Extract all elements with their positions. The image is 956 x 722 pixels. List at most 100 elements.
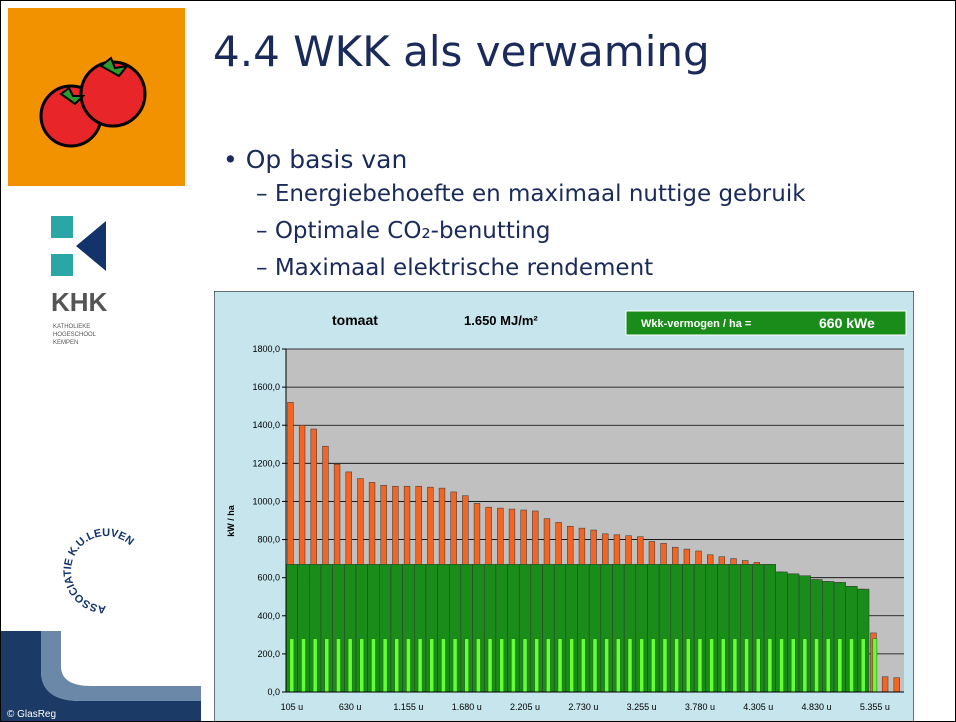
- x-tick-label: 2.730 u: [568, 702, 598, 712]
- bar: [593, 639, 597, 692]
- slide-title: 4.4 WKK als verwaming: [213, 27, 710, 76]
- sub-bullet-text: Energiebehoefte en maximaal nuttige gebr…: [275, 181, 806, 207]
- bar: [290, 639, 294, 692]
- kul-logo: ASSOCIATIE K.U.LEUVEN: [61, 526, 151, 616]
- bar: [686, 639, 690, 692]
- bar: [861, 639, 865, 692]
- bar: [826, 639, 830, 692]
- bar: [546, 639, 550, 692]
- bar: [348, 639, 352, 692]
- bar: [849, 639, 853, 692]
- annotation: Wkk-vermogen / ha =: [641, 318, 751, 330]
- x-tick-label: 4.830 u: [802, 702, 832, 712]
- kul-text-path: ASSOCIATIE K.U.LEUVEN: [62, 527, 136, 615]
- bar: [675, 639, 679, 692]
- tomato-icon: [31, 56, 161, 156]
- bar: [605, 639, 609, 692]
- bar: [371, 639, 375, 692]
- bar: [882, 677, 888, 692]
- bar: [418, 639, 422, 692]
- sub-bullet: – Energiebehoefte en maximaal nuttige ge…: [256, 181, 806, 207]
- y-axis-label: kW / ha: [226, 504, 236, 536]
- x-tick-label: 1.680 u: [452, 702, 482, 712]
- x-tick-label: 3.255 u: [627, 702, 657, 712]
- x-tick-label: 5.355 u: [860, 702, 890, 712]
- bar: [803, 639, 807, 692]
- x-tick-label: 3.780 u: [685, 702, 715, 712]
- bar: [838, 639, 842, 692]
- annotation-value: 660 kWe: [819, 315, 875, 331]
- khk-subtext: KATHOLIEKE: [53, 324, 90, 330]
- x-tick-label: 4.305 u: [743, 702, 773, 712]
- chart: tomaat 1.650 MJ/m² Wkk-vermogen / ha = 6…: [214, 291, 914, 722]
- y-tick-label: 0,0: [267, 687, 280, 697]
- khk-logo: KHK KATHOLIEKE HOGESCHOOL KEMPEN: [51, 216, 161, 376]
- chart-title: tomaat: [332, 312, 378, 328]
- chart-subtitle: 1.650 MJ/m²: [464, 313, 538, 328]
- y-tick-label: 1800,0: [252, 344, 280, 354]
- corner-shape: © GlasReg: [1, 631, 201, 722]
- bar: [768, 639, 772, 692]
- bar: [558, 639, 562, 692]
- sub-bullet: – Maximaal elektrische rendement: [256, 255, 653, 281]
- bar: [500, 639, 504, 692]
- y-tick-label: 800,0: [257, 535, 280, 545]
- bar: [745, 639, 749, 692]
- khk-text: KHK: [51, 287, 108, 317]
- bar: [523, 639, 527, 692]
- khk-subtext: KEMPEN: [53, 340, 78, 346]
- bar: [570, 639, 574, 692]
- bar: [791, 639, 795, 692]
- bar: [441, 639, 445, 692]
- bar: [710, 639, 714, 692]
- bar: [733, 639, 737, 692]
- bar: [640, 639, 644, 692]
- bar: [430, 639, 434, 692]
- bar: [465, 639, 469, 692]
- bar: [313, 639, 317, 692]
- bar: [535, 639, 539, 692]
- bar: [476, 639, 480, 692]
- x-tick-label: 1.155 u: [393, 702, 423, 712]
- sub-bullet-text: Optimale CO₂-benutting: [275, 218, 551, 244]
- bar: [383, 639, 387, 692]
- y-tick-label: 600,0: [257, 573, 280, 583]
- bar: [616, 639, 620, 692]
- bar: [336, 639, 340, 692]
- bar: [651, 639, 655, 692]
- bar: [721, 639, 725, 692]
- bar: [453, 639, 457, 692]
- bar: [488, 639, 492, 692]
- bullet: • Op basis van: [223, 145, 407, 174]
- bar: [581, 639, 585, 692]
- x-tick-label: 630 u: [339, 702, 362, 712]
- sub-bullet-text: Maximaal elektrische rendement: [275, 255, 653, 281]
- slide: KHK KATHOLIEKE HOGESCHOOL KEMPEN ASSOCIA…: [0, 0, 956, 722]
- y-tick-label: 1000,0: [252, 496, 280, 506]
- bar: [780, 639, 784, 692]
- bar: [511, 639, 515, 692]
- bar: [360, 639, 364, 692]
- bar: [698, 639, 702, 692]
- bar: [325, 639, 329, 692]
- bar: [815, 639, 819, 692]
- y-tick-label: 200,0: [257, 649, 280, 659]
- bar: [301, 639, 305, 692]
- y-tick-label: 1200,0: [252, 458, 280, 468]
- y-tick-label: 400,0: [257, 611, 280, 621]
- bar: [663, 639, 667, 692]
- khk-subtext: HOGESCHOOL: [53, 332, 97, 338]
- x-tick-label: 2.205 u: [510, 702, 540, 712]
- bullet-text: Op basis van: [246, 145, 408, 174]
- copyright: © GlasReg: [7, 709, 56, 720]
- kul-text: ASSOCIATIE K.U.LEUVEN: [62, 527, 136, 615]
- bar: [873, 639, 877, 692]
- bar: [894, 678, 900, 692]
- y-tick-label: 1600,0: [252, 382, 280, 392]
- page: KHK KATHOLIEKE HOGESCHOOL KEMPEN ASSOCIA…: [0, 0, 956, 722]
- x-tick-label: 105 u: [281, 702, 304, 712]
- bar: [756, 639, 760, 692]
- bar: [395, 639, 399, 692]
- bar: [628, 639, 632, 692]
- sub-bullet: – Optimale CO₂-benutting: [256, 218, 550, 244]
